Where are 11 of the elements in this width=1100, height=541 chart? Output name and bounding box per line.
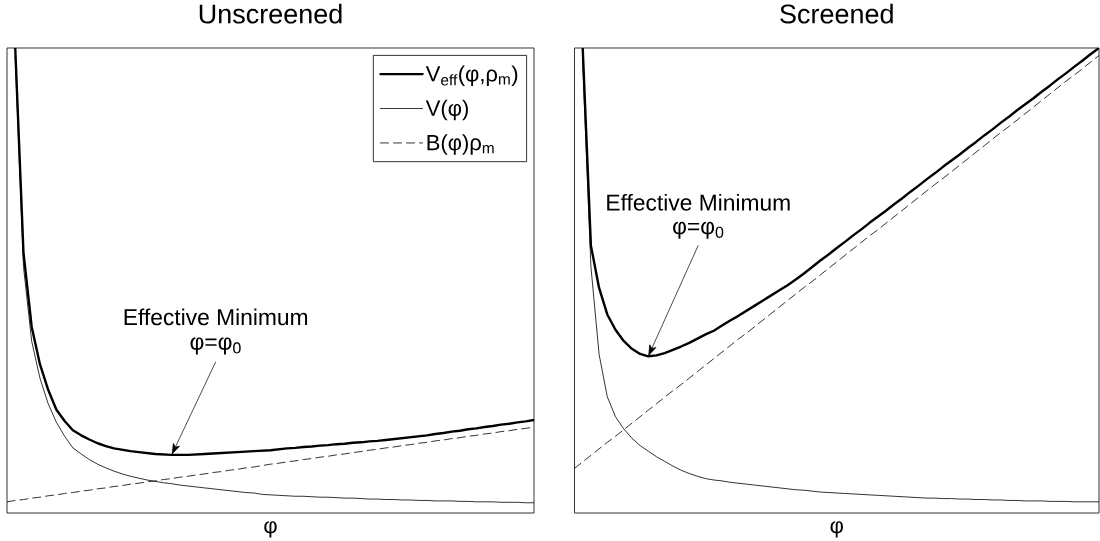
annotation: φ=φ$_{0}$: [190, 337, 241, 355]
chart-title: Screened: [780, 3, 893, 24]
legend-label: V$_{eff}$(φ,ρ$_{m}$): [425, 65, 518, 86]
legend-label: B(φ)ρ$_{m}$: [427, 134, 494, 155]
annotation: Effective Minimum: [607, 193, 790, 211]
x-axis-title: φ: [264, 521, 277, 538]
annotation: φ=φ$_{0}$: [673, 221, 724, 239]
annotation: Effective Minimum: [124, 308, 308, 326]
legend-label: V(φ): [425, 99, 468, 121]
chart-title: Unscreened: [199, 3, 342, 24]
x-axis-title: φ: [830, 521, 843, 538]
